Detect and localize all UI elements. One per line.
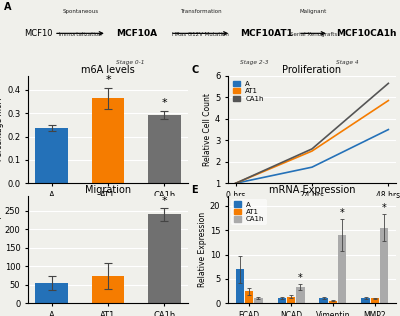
Bar xyxy=(287,296,295,303)
Bar xyxy=(338,235,346,303)
Text: Immortalization: Immortalization xyxy=(58,32,102,37)
Bar xyxy=(278,298,286,303)
AT1 xyxy=(386,99,391,102)
Text: MCF10CA1h: MCF10CA1h xyxy=(336,29,396,38)
AT1 xyxy=(310,149,314,153)
Legend: A, AT1, CA1h: A, AT1, CA1h xyxy=(232,79,265,103)
Text: HRas G12V Mutation: HRas G12V Mutation xyxy=(172,32,229,37)
Bar xyxy=(148,115,181,183)
Text: MCF10AT1: MCF10AT1 xyxy=(240,29,293,38)
Bar xyxy=(362,298,370,303)
Bar xyxy=(380,228,388,303)
CA1h xyxy=(233,181,238,185)
Bar xyxy=(320,298,328,303)
Text: *: * xyxy=(382,203,386,213)
Bar xyxy=(148,215,181,303)
Text: A: A xyxy=(4,2,12,12)
CA1h xyxy=(310,147,314,151)
Bar xyxy=(92,98,124,183)
Bar xyxy=(35,283,68,303)
CA1h xyxy=(386,82,391,85)
Text: *: * xyxy=(162,196,167,206)
Bar xyxy=(92,276,124,303)
Text: Malignant: Malignant xyxy=(300,9,327,14)
Text: *: * xyxy=(162,98,167,108)
Text: Stage 0-1: Stage 0-1 xyxy=(116,60,144,65)
Text: Spontaneous: Spontaneous xyxy=(62,9,98,14)
Y-axis label: Relative Expression: Relative Expression xyxy=(198,212,207,287)
Y-axis label: Relative Cell Count: Relative Cell Count xyxy=(203,93,212,166)
Y-axis label: 24 hour movement (μm): 24 hour movement (μm) xyxy=(0,203,2,296)
Text: Stage 4: Stage 4 xyxy=(336,60,359,65)
AT1 xyxy=(233,181,238,185)
Bar xyxy=(296,287,304,303)
Title: Migration: Migration xyxy=(85,185,131,195)
Text: Transformation: Transformation xyxy=(180,9,222,14)
Text: Serial Xenografts: Serial Xenografts xyxy=(290,32,337,37)
Text: *: * xyxy=(105,75,111,85)
Text: *: * xyxy=(298,273,303,283)
Title: Proliferation: Proliferation xyxy=(282,65,342,75)
Line: CA1h: CA1h xyxy=(236,83,388,183)
Bar xyxy=(371,299,379,303)
Bar xyxy=(329,301,337,303)
Legend: A, AT1, CA1h: A, AT1, CA1h xyxy=(232,199,267,225)
Line: A: A xyxy=(236,130,388,183)
Line: AT1: AT1 xyxy=(236,100,388,183)
Bar xyxy=(245,291,253,303)
Bar xyxy=(254,298,262,303)
A xyxy=(310,165,314,169)
Text: MCF10A: MCF10A xyxy=(116,29,157,38)
A xyxy=(386,128,391,131)
Title: m6A levels: m6A levels xyxy=(81,65,135,75)
A xyxy=(233,181,238,185)
Text: E: E xyxy=(191,185,198,195)
Title: mRNA Expression: mRNA Expression xyxy=(269,185,355,195)
Text: Stage 2-3: Stage 2-3 xyxy=(240,60,268,65)
Text: MCF10: MCF10 xyxy=(24,29,52,38)
Text: *: * xyxy=(340,208,344,218)
Text: C: C xyxy=(191,65,198,75)
Bar xyxy=(236,269,244,303)
Bar xyxy=(35,128,68,183)
Y-axis label: Percentage m6A: Percentage m6A xyxy=(0,98,4,161)
